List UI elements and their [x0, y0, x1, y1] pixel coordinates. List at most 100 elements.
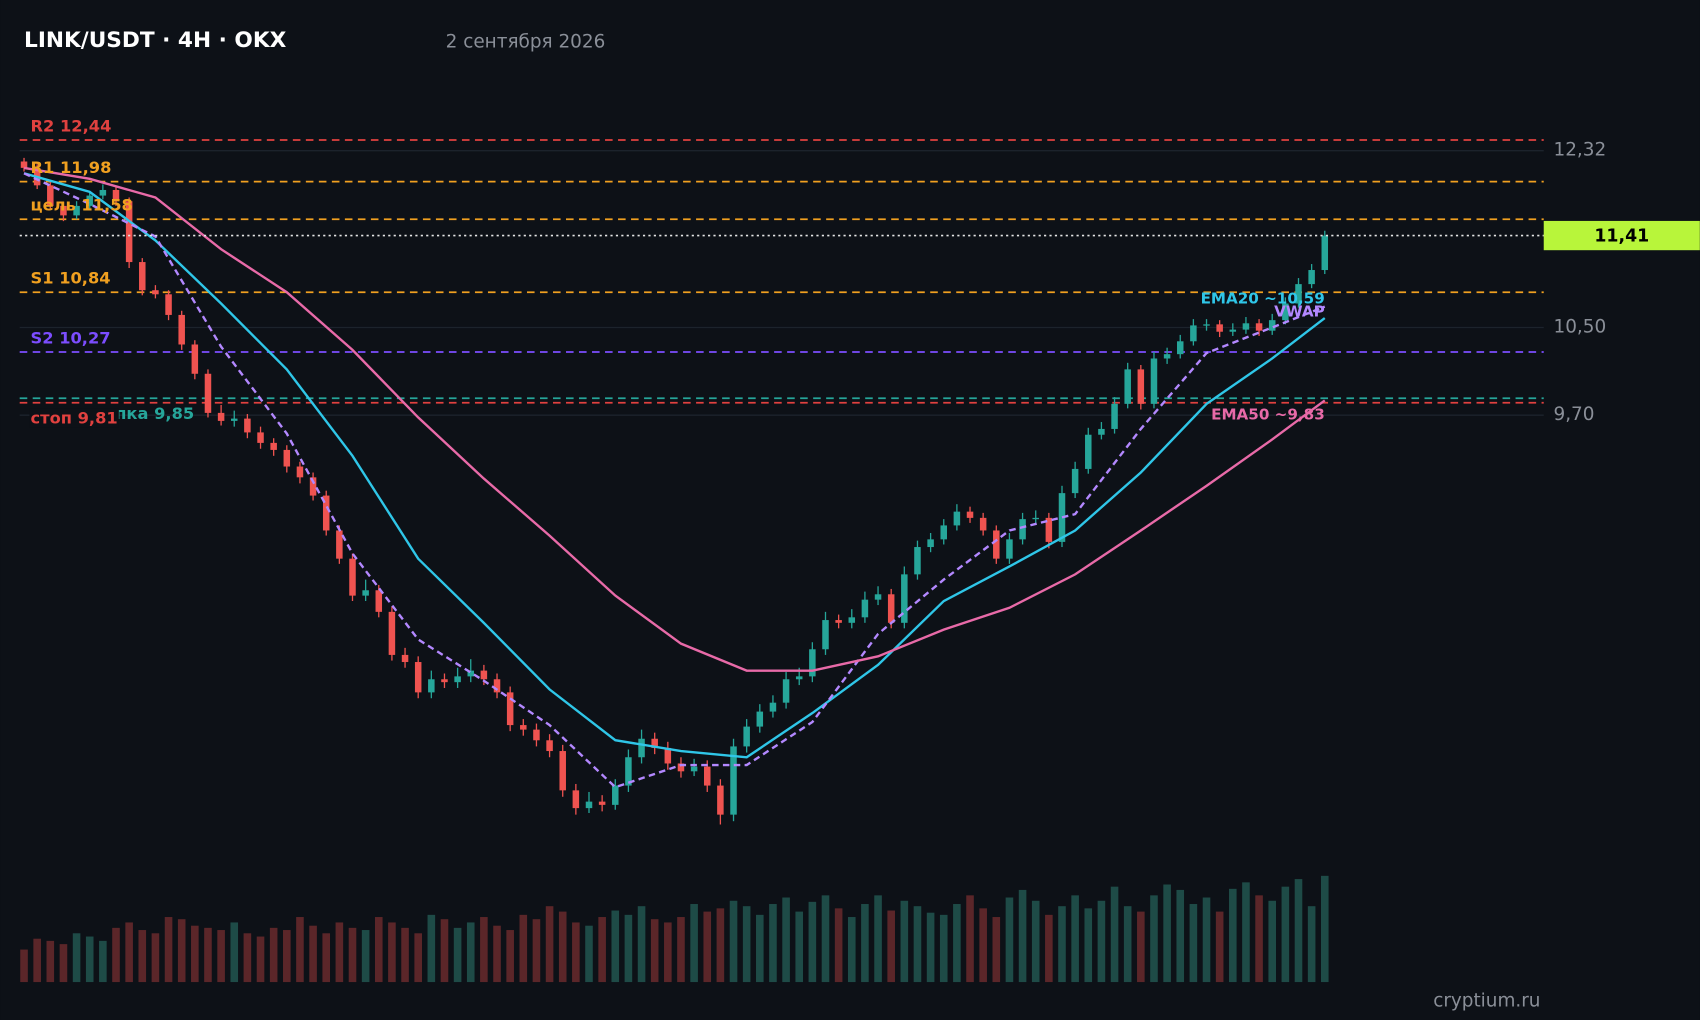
indicator-line [23, 172, 1326, 789]
chart-subtitle: 2 сентября 2026 [446, 31, 606, 52]
volume-bar [440, 919, 449, 983]
candle-body [1176, 341, 1184, 355]
volume-bar [1071, 895, 1079, 983]
candle-body [835, 620, 842, 623]
volume-bar [125, 922, 133, 983]
candle-body [191, 344, 199, 374]
volume-bar [637, 906, 646, 983]
volume-bar [519, 914, 528, 983]
volume-bar [33, 938, 41, 983]
candle-body [454, 676, 461, 683]
volume-bar [677, 917, 685, 983]
volume-bar [1229, 888, 1237, 983]
candle-body [848, 617, 856, 623]
volume-bar [782, 897, 790, 983]
candle-body [546, 740, 553, 752]
volume-bar [99, 940, 107, 983]
candle-body [1045, 517, 1053, 542]
candle-body [270, 442, 277, 450]
volume-bar [1215, 911, 1224, 983]
volume-bar [217, 930, 225, 983]
candle-body [559, 751, 566, 791]
volume-bar [493, 925, 501, 983]
candle-body [1216, 324, 1223, 332]
volume-bar [177, 919, 186, 983]
candle-body [822, 620, 829, 650]
volume-bar [808, 901, 817, 983]
volume-bar [966, 895, 974, 983]
volume-bar [1005, 897, 1014, 983]
volume-bar [191, 925, 199, 983]
volume-bar [230, 922, 239, 983]
volume-bar [1110, 886, 1119, 983]
volume-bar [243, 933, 252, 983]
volume-bar [939, 914, 948, 983]
candle-body [1308, 270, 1315, 285]
candle-body [664, 747, 672, 764]
level-label: цель 11,58 [31, 196, 133, 215]
volume-bar [900, 900, 909, 983]
volume-bar [847, 917, 856, 983]
candle-body [1255, 323, 1263, 331]
volume-bar [1137, 911, 1145, 983]
volume-bar [953, 904, 961, 983]
indicator-line [23, 166, 1326, 672]
volume-bar [703, 911, 712, 983]
volume-bar [296, 917, 304, 983]
watermark: cryptium.ru [1433, 991, 1540, 1012]
candle-body [756, 711, 764, 727]
indicator-label: EMA50 ~9,83 [1211, 406, 1325, 424]
candle-body [1032, 517, 1039, 520]
level-label: стоп 9,81 [31, 408, 118, 427]
volume-bar [1031, 900, 1040, 983]
candle-body [1268, 320, 1276, 331]
candle-body [1150, 358, 1158, 404]
candle-body [940, 525, 947, 540]
volume-bar [59, 944, 68, 983]
candle-body [1203, 324, 1210, 326]
volume-bar [164, 917, 173, 983]
candle-body [125, 201, 133, 263]
candle-body [60, 205, 67, 216]
candle-body [388, 611, 396, 655]
candle-body [1098, 428, 1105, 435]
volume-bar [545, 906, 554, 983]
volume-bar [558, 911, 567, 983]
volume-bar [887, 910, 895, 983]
volume-bar [861, 904, 869, 983]
volume-bar [466, 922, 475, 983]
candle-body [625, 757, 632, 786]
volume-bar [1189, 904, 1198, 983]
candle-body [467, 670, 474, 677]
volume-bar [1294, 879, 1303, 983]
last-price-label: 11,41 [1594, 227, 1649, 247]
candle-body [480, 670, 488, 680]
volume-bar [151, 933, 160, 983]
candle-body [336, 530, 343, 559]
candle-body [1163, 354, 1171, 359]
candle-body [375, 590, 383, 612]
volume-bar [834, 908, 843, 983]
volume-bar [1123, 906, 1132, 983]
chart-title: LINK/USDT · 4H · OKX [24, 28, 287, 53]
volume-bar [1045, 914, 1053, 983]
volume-bar [1058, 906, 1066, 983]
volume-bar [716, 908, 725, 983]
candle-body [612, 785, 619, 805]
candle-body [139, 262, 146, 291]
candle-body [703, 766, 711, 786]
candle-body [73, 205, 80, 216]
volume-bar [309, 925, 317, 983]
candle-body [1071, 468, 1079, 494]
candle-body [677, 763, 685, 772]
candle-body [1190, 325, 1197, 342]
candle-body [1111, 403, 1118, 429]
candle-body [99, 189, 107, 196]
volume-bar [572, 922, 580, 983]
candle-body [414, 662, 422, 693]
candle-body [217, 412, 225, 421]
volume-bar [598, 917, 606, 983]
volume-bar [729, 900, 738, 983]
